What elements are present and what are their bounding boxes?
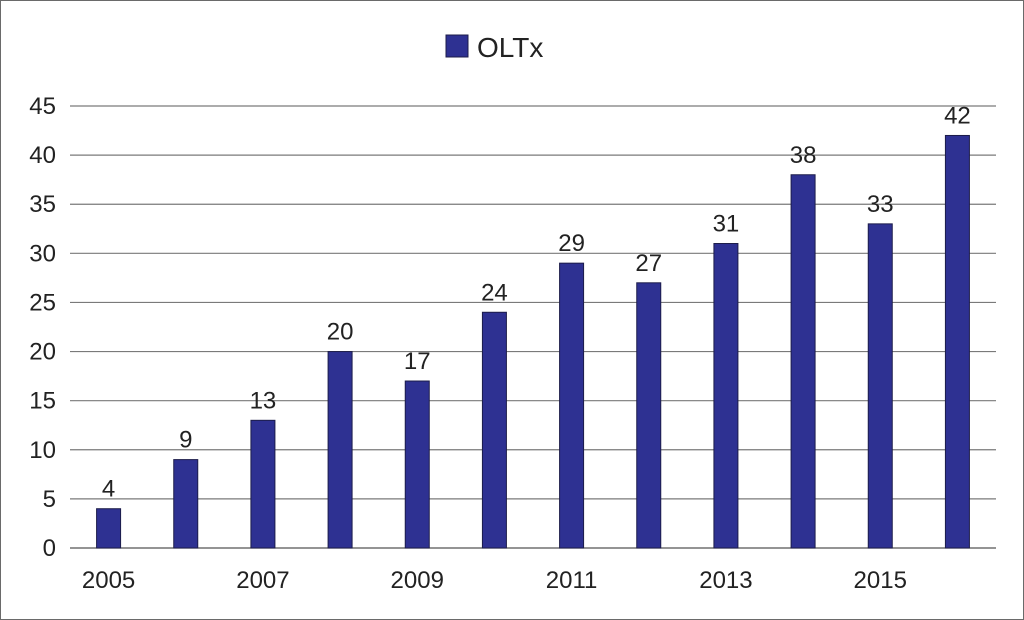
x-tick-label: 2013 — [699, 567, 752, 594]
y-tick-label: 20 — [29, 339, 56, 366]
bar-2012 — [636, 282, 662, 549]
y-tick-label: 0 — [43, 535, 56, 562]
data-label-2010: 24 — [481, 279, 508, 306]
data-label-2006: 9 — [179, 427, 192, 454]
x-axis-ticks: 2005 2007 2009 2011 2013 2015 — [82, 567, 907, 594]
bar-2006 — [173, 459, 199, 549]
data-label-2015: 33 — [867, 191, 894, 218]
data-label-2011: 29 — [558, 230, 585, 257]
data-label-2013: 31 — [713, 211, 740, 238]
bar-2005 — [96, 508, 122, 549]
y-tick-label: 5 — [43, 486, 56, 513]
x-tick-label: 2015 — [854, 567, 907, 594]
bar-2008 — [327, 351, 353, 549]
data-label-2014: 38 — [790, 142, 817, 169]
y-tick-label: 45 — [29, 93, 56, 120]
data-label-2007: 13 — [250, 387, 277, 414]
x-tick-label: 2007 — [236, 567, 289, 594]
y-axis-ticks: 0 5 10 15 20 25 30 35 40 45 — [29, 93, 56, 562]
data-labels: 4 9 13 20 17 24 29 27 31 38 33 42 — [102, 102, 971, 502]
bar-2009 — [404, 380, 430, 549]
x-tick-label: 2005 — [82, 567, 135, 594]
bar-2014 — [790, 174, 816, 549]
x-tick-label: 2009 — [391, 567, 444, 594]
y-tick-label: 10 — [29, 437, 56, 464]
data-label-2009: 17 — [404, 348, 431, 375]
bar-2016 — [944, 134, 970, 549]
data-label-2005: 4 — [102, 476, 115, 503]
y-tick-label: 35 — [29, 191, 56, 218]
x-tick-label: 2011 — [546, 567, 598, 594]
bar-2007 — [250, 419, 276, 549]
y-tick-label: 40 — [29, 142, 56, 169]
y-tick-label: 25 — [29, 289, 56, 316]
legend-label-oltx: OLTx — [477, 32, 543, 63]
data-label-2008: 20 — [327, 319, 354, 346]
data-label-2016: 42 — [944, 102, 971, 129]
legend: OLTx — [445, 32, 543, 63]
bar-2011 — [559, 262, 585, 549]
y-tick-label: 15 — [29, 388, 56, 415]
legend-swatch-oltx — [445, 34, 469, 58]
data-label-2012: 27 — [635, 250, 662, 277]
bar-2015 — [867, 223, 893, 549]
bars — [96, 134, 970, 549]
y-tick-label: 30 — [29, 240, 56, 267]
bar-2013 — [713, 243, 739, 549]
gridlines — [70, 105, 996, 549]
bar-2010 — [481, 311, 507, 549]
